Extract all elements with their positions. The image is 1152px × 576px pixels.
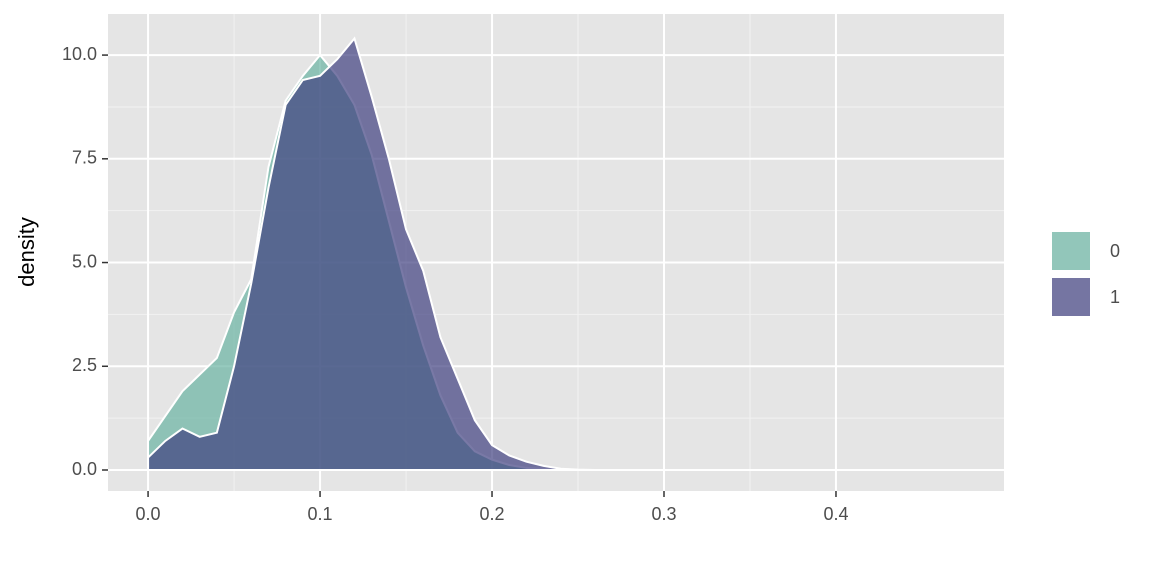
y-tick-label: 5.0	[72, 251, 97, 271]
x-tick-label: 0.4	[823, 504, 848, 524]
x-tick-label: 0.3	[651, 504, 676, 524]
y-tick-label: 0.0	[72, 459, 97, 479]
y-axis-title: density	[14, 217, 39, 287]
x-tick-label: 0.2	[480, 504, 505, 524]
legend-key	[1050, 276, 1092, 318]
legend-key	[1050, 230, 1092, 272]
density-area	[147, 36, 957, 472]
legend-label: 1	[1110, 287, 1120, 307]
y-tick-label: 2.5	[72, 355, 97, 375]
x-tick-label: 0.0	[136, 504, 161, 524]
y-tick-label: 10.0	[62, 44, 97, 64]
legend-label: 0	[1110, 241, 1120, 261]
y-tick-label: 7.5	[72, 148, 97, 168]
x-tick-label: 0.1	[308, 504, 333, 524]
